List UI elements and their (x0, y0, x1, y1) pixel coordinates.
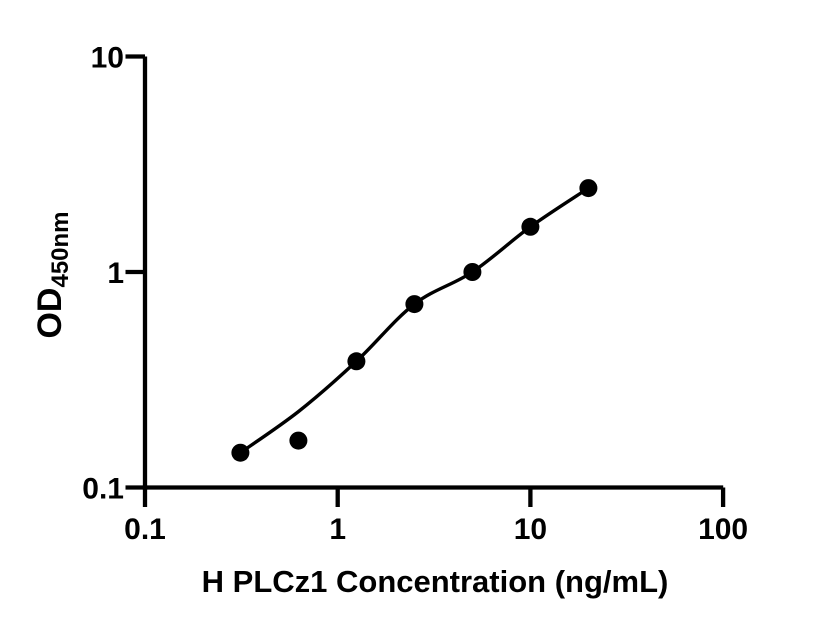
data-point (289, 431, 308, 450)
y-axis-title-main: OD (31, 288, 69, 339)
x-tick-label: 0.1 (124, 513, 166, 546)
data-point (405, 295, 424, 314)
y-axis-title-subscript: 450nm (47, 211, 74, 287)
axes (142, 56, 724, 490)
x-axis-ticks: 0.1 1 10 100 (124, 487, 748, 546)
y-tick-label: 1 (107, 257, 124, 290)
data-point (463, 263, 482, 281)
data-point (521, 217, 540, 236)
y-tick-label: 0.1 (82, 473, 124, 506)
x-tick-label: 10 (514, 513, 547, 546)
x-tick-label: 1 (329, 513, 346, 546)
x-tick-label: 100 (698, 513, 748, 546)
y-axis-ticks: 0.1 1 10 (82, 42, 145, 506)
data-point (347, 352, 366, 371)
y-axis-title: OD450nm (31, 211, 74, 338)
data-point (579, 179, 598, 198)
data-point (231, 443, 250, 462)
data-points (231, 179, 598, 462)
y-tick-label: 10 (91, 42, 124, 75)
x-axis-title: H PLCz1 Concentration (ng/mL) (202, 564, 669, 599)
